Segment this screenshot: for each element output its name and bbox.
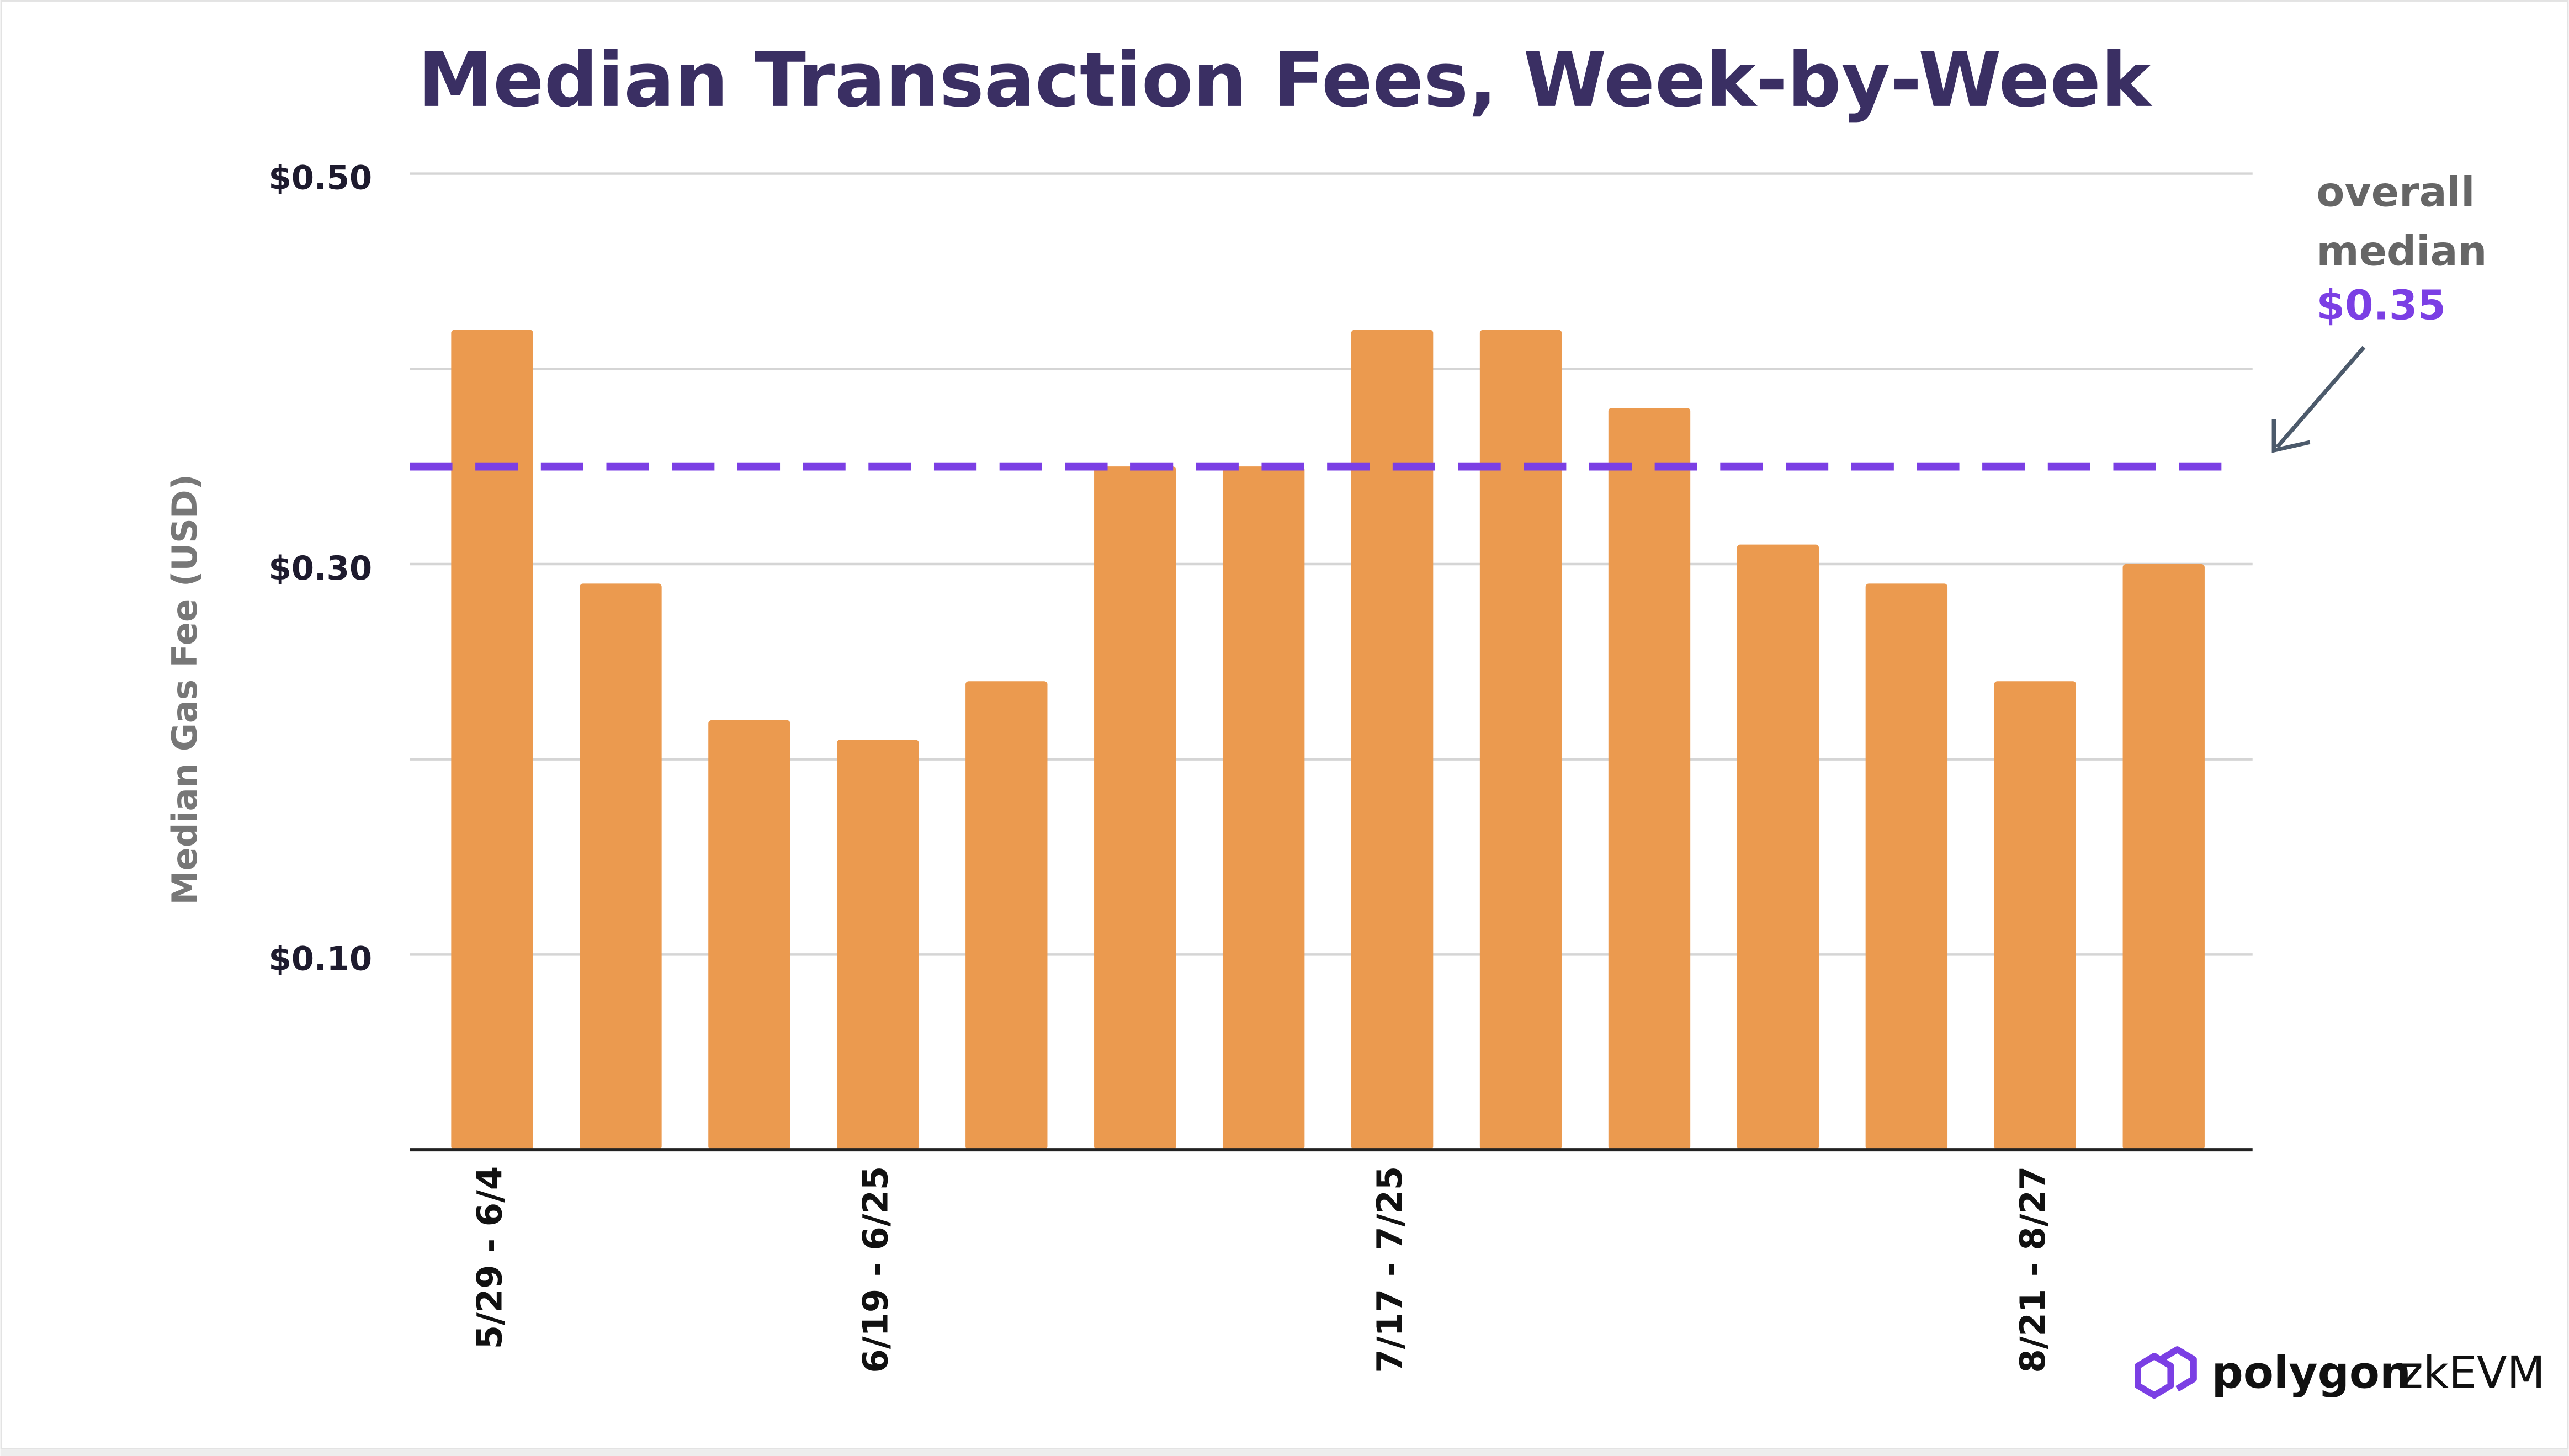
x-tick-label: 8/21 - 8/27 [2013, 1166, 2053, 1373]
logo-product: zkEVM [2400, 1347, 2545, 1399]
bar [965, 681, 1048, 1150]
logo [2135, 1346, 2197, 1399]
x-tick-label: 5/29 - 6/4 [470, 1166, 510, 1349]
bar [1994, 681, 2076, 1150]
bar [580, 583, 662, 1150]
y-tick-label: $0.10 [268, 939, 372, 977]
bar [451, 330, 533, 1150]
chart-title: Median Transaction Fees, Week-by-Week [418, 36, 2153, 124]
bar [837, 740, 919, 1150]
bar [1737, 544, 1819, 1150]
bar [1865, 583, 1948, 1150]
bar [708, 720, 790, 1150]
bar [1094, 466, 1176, 1150]
x-tick-label: 6/19 - 6/25 [855, 1166, 895, 1373]
bar [2122, 564, 2205, 1150]
bar [1479, 330, 1562, 1150]
median-label: overall [2316, 169, 2475, 216]
median-label: median [2316, 227, 2487, 275]
bottom-strip [0, 1449, 2569, 1456]
x-tick-label: 7/17 - 7/25 [1370, 1166, 1410, 1373]
bar [1608, 407, 1691, 1150]
annotation-arrow [2271, 346, 2366, 453]
y-axis-label: Median Gas Fee (USD) [164, 474, 205, 905]
logo-icon [2135, 1346, 2197, 1399]
bar [1351, 330, 1434, 1150]
y-tick-label: $0.50 [268, 159, 372, 197]
median-value-label: $0.35 [2316, 281, 2446, 329]
y-tick-label: $0.30 [268, 549, 372, 587]
bar [1222, 466, 1305, 1150]
logo-brand: polygon [2212, 1347, 2411, 1399]
